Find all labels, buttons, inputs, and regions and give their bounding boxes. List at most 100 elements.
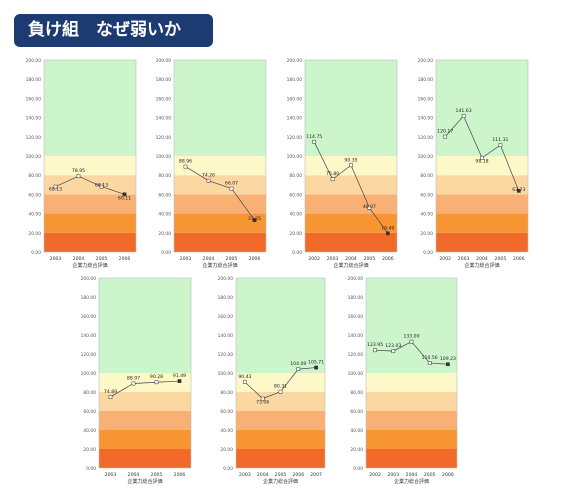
band-6	[236, 278, 325, 373]
band-3	[174, 194, 266, 214]
y-tick-label: 180.00	[218, 295, 234, 301]
chart-panel-1: 0.00 20.00 40.00 60.00 80.00 100.00 120.00 140.…	[26, 58, 137, 269]
data-point	[229, 186, 234, 191]
y-tick-label: 0.00	[86, 466, 96, 472]
page-title: 負け組 なぜ弱いか	[14, 14, 213, 47]
y-tick-label: 200.00	[218, 276, 234, 282]
data-label: 68.13	[49, 187, 62, 193]
y-tick-label: 60.00	[28, 192, 41, 198]
data-label: 63.73	[512, 187, 525, 193]
x-tick-label: 2005	[495, 256, 507, 262]
band-6	[99, 278, 191, 373]
series-line	[110, 380, 180, 398]
series-line	[55, 175, 125, 195]
data-label: 60.11	[118, 195, 131, 201]
x-tick-label: 2003	[387, 472, 399, 478]
y-tick-label: 200.00	[156, 58, 172, 64]
y-tick-label: 40.00	[220, 428, 233, 434]
plot-frame	[98, 277, 192, 469]
x-tick-label: 2003	[458, 256, 470, 262]
x-tick-label: 2005	[226, 256, 238, 262]
y-tick-label: 20.00	[83, 447, 96, 453]
band-4	[99, 392, 191, 411]
chart-panel-2: 0.00 20.00 40.00 60.00 80.00 100.00 120.00 140.…	[156, 58, 267, 269]
data-point	[498, 143, 503, 147]
data-label: 19.40	[381, 225, 394, 231]
y-tick-label: 200.00	[348, 276, 364, 282]
band-2	[174, 213, 266, 233]
x-tick-label: 2005	[364, 256, 376, 262]
x-tick-label: 2003	[180, 256, 192, 262]
data-label: 88.97	[127, 375, 140, 381]
x-tick-label: 2005	[96, 256, 108, 262]
data-label: 123.95	[367, 342, 383, 348]
y-tick-label: 100.00	[26, 154, 42, 160]
chart-panel-7: 0.00 20.00 40.00 60.00 80.00 100.00 120.00 140.…	[348, 276, 458, 485]
data-point	[367, 205, 372, 210]
data-label: 111.31	[492, 137, 508, 143]
data-point	[312, 139, 317, 144]
y-tick-label: 120.00	[348, 352, 364, 358]
data-label: 98.18	[475, 159, 488, 165]
y-tick-label: 180.00	[156, 77, 172, 83]
data-label: 123.03	[385, 343, 401, 349]
y-tick-label: 20.00	[28, 231, 41, 237]
y-tick-label: 160.00	[26, 96, 42, 102]
y-tick-label: 120.00	[26, 135, 42, 141]
y-tick-label: 120.00	[287, 135, 303, 141]
y-tick-label: 140.00	[156, 116, 172, 122]
y-tick-label: 40.00	[28, 212, 41, 218]
band-2	[436, 213, 528, 233]
data-label: 78.95	[72, 168, 85, 174]
x-tick-label: 2004	[128, 472, 140, 478]
data-label: 105.71	[308, 360, 324, 366]
y-tick-label: 120.00	[418, 135, 434, 141]
band-6	[366, 278, 457, 373]
x-tick-label: 2003	[327, 256, 339, 262]
y-tick-label: 200.00	[81, 276, 97, 282]
y-tick-label: 80.00	[28, 173, 41, 179]
band-1	[99, 449, 191, 468]
x-tick-label: 2006	[382, 256, 394, 262]
x-tick-label: 2004	[345, 256, 357, 262]
x-tick-label: 2002	[308, 256, 320, 262]
data-label: 133.00	[403, 334, 419, 340]
data-label: 33.25	[248, 216, 261, 222]
band-6	[174, 60, 266, 156]
y-tick-label: 60.00	[289, 192, 302, 198]
x-tick-label: 2005	[275, 472, 287, 478]
plot-frame	[304, 59, 398, 253]
data-point	[330, 177, 335, 182]
data-point	[446, 362, 450, 367]
band-4	[366, 392, 457, 411]
y-tick-label: 40.00	[289, 212, 302, 218]
band-6	[436, 60, 528, 156]
y-tick-label: 160.00	[81, 314, 97, 320]
band-3	[305, 194, 397, 214]
data-label: 90.43	[238, 374, 251, 380]
data-label: 109.23	[440, 356, 456, 362]
data-label: 88.96	[179, 159, 192, 165]
band-2	[305, 213, 397, 233]
data-point	[260, 396, 265, 401]
y-tick-label: 100.00	[156, 154, 172, 160]
data-point	[99, 184, 104, 189]
x-tick-label: 2004	[203, 256, 215, 262]
y-tick-label: 160.00	[218, 314, 234, 320]
y-tick-label: 180.00	[287, 77, 303, 83]
y-tick-label: 80.00	[289, 173, 302, 179]
x-tick-label: 2003	[50, 256, 62, 262]
x-tick-label: 2003	[105, 472, 117, 478]
y-tick-label: 120.00	[218, 352, 234, 358]
plot-frame	[173, 59, 267, 253]
x-axis-label: 企業力総合評価	[464, 262, 499, 269]
data-point	[443, 134, 448, 139]
y-tick-label: 200.00	[287, 58, 303, 64]
band-3	[44, 194, 136, 214]
data-label: 68.13	[95, 183, 108, 189]
band-1	[305, 232, 397, 252]
y-tick-label: 60.00	[420, 192, 433, 198]
y-tick-label: 40.00	[350, 428, 363, 434]
data-point	[108, 395, 113, 399]
data-point	[349, 163, 353, 168]
